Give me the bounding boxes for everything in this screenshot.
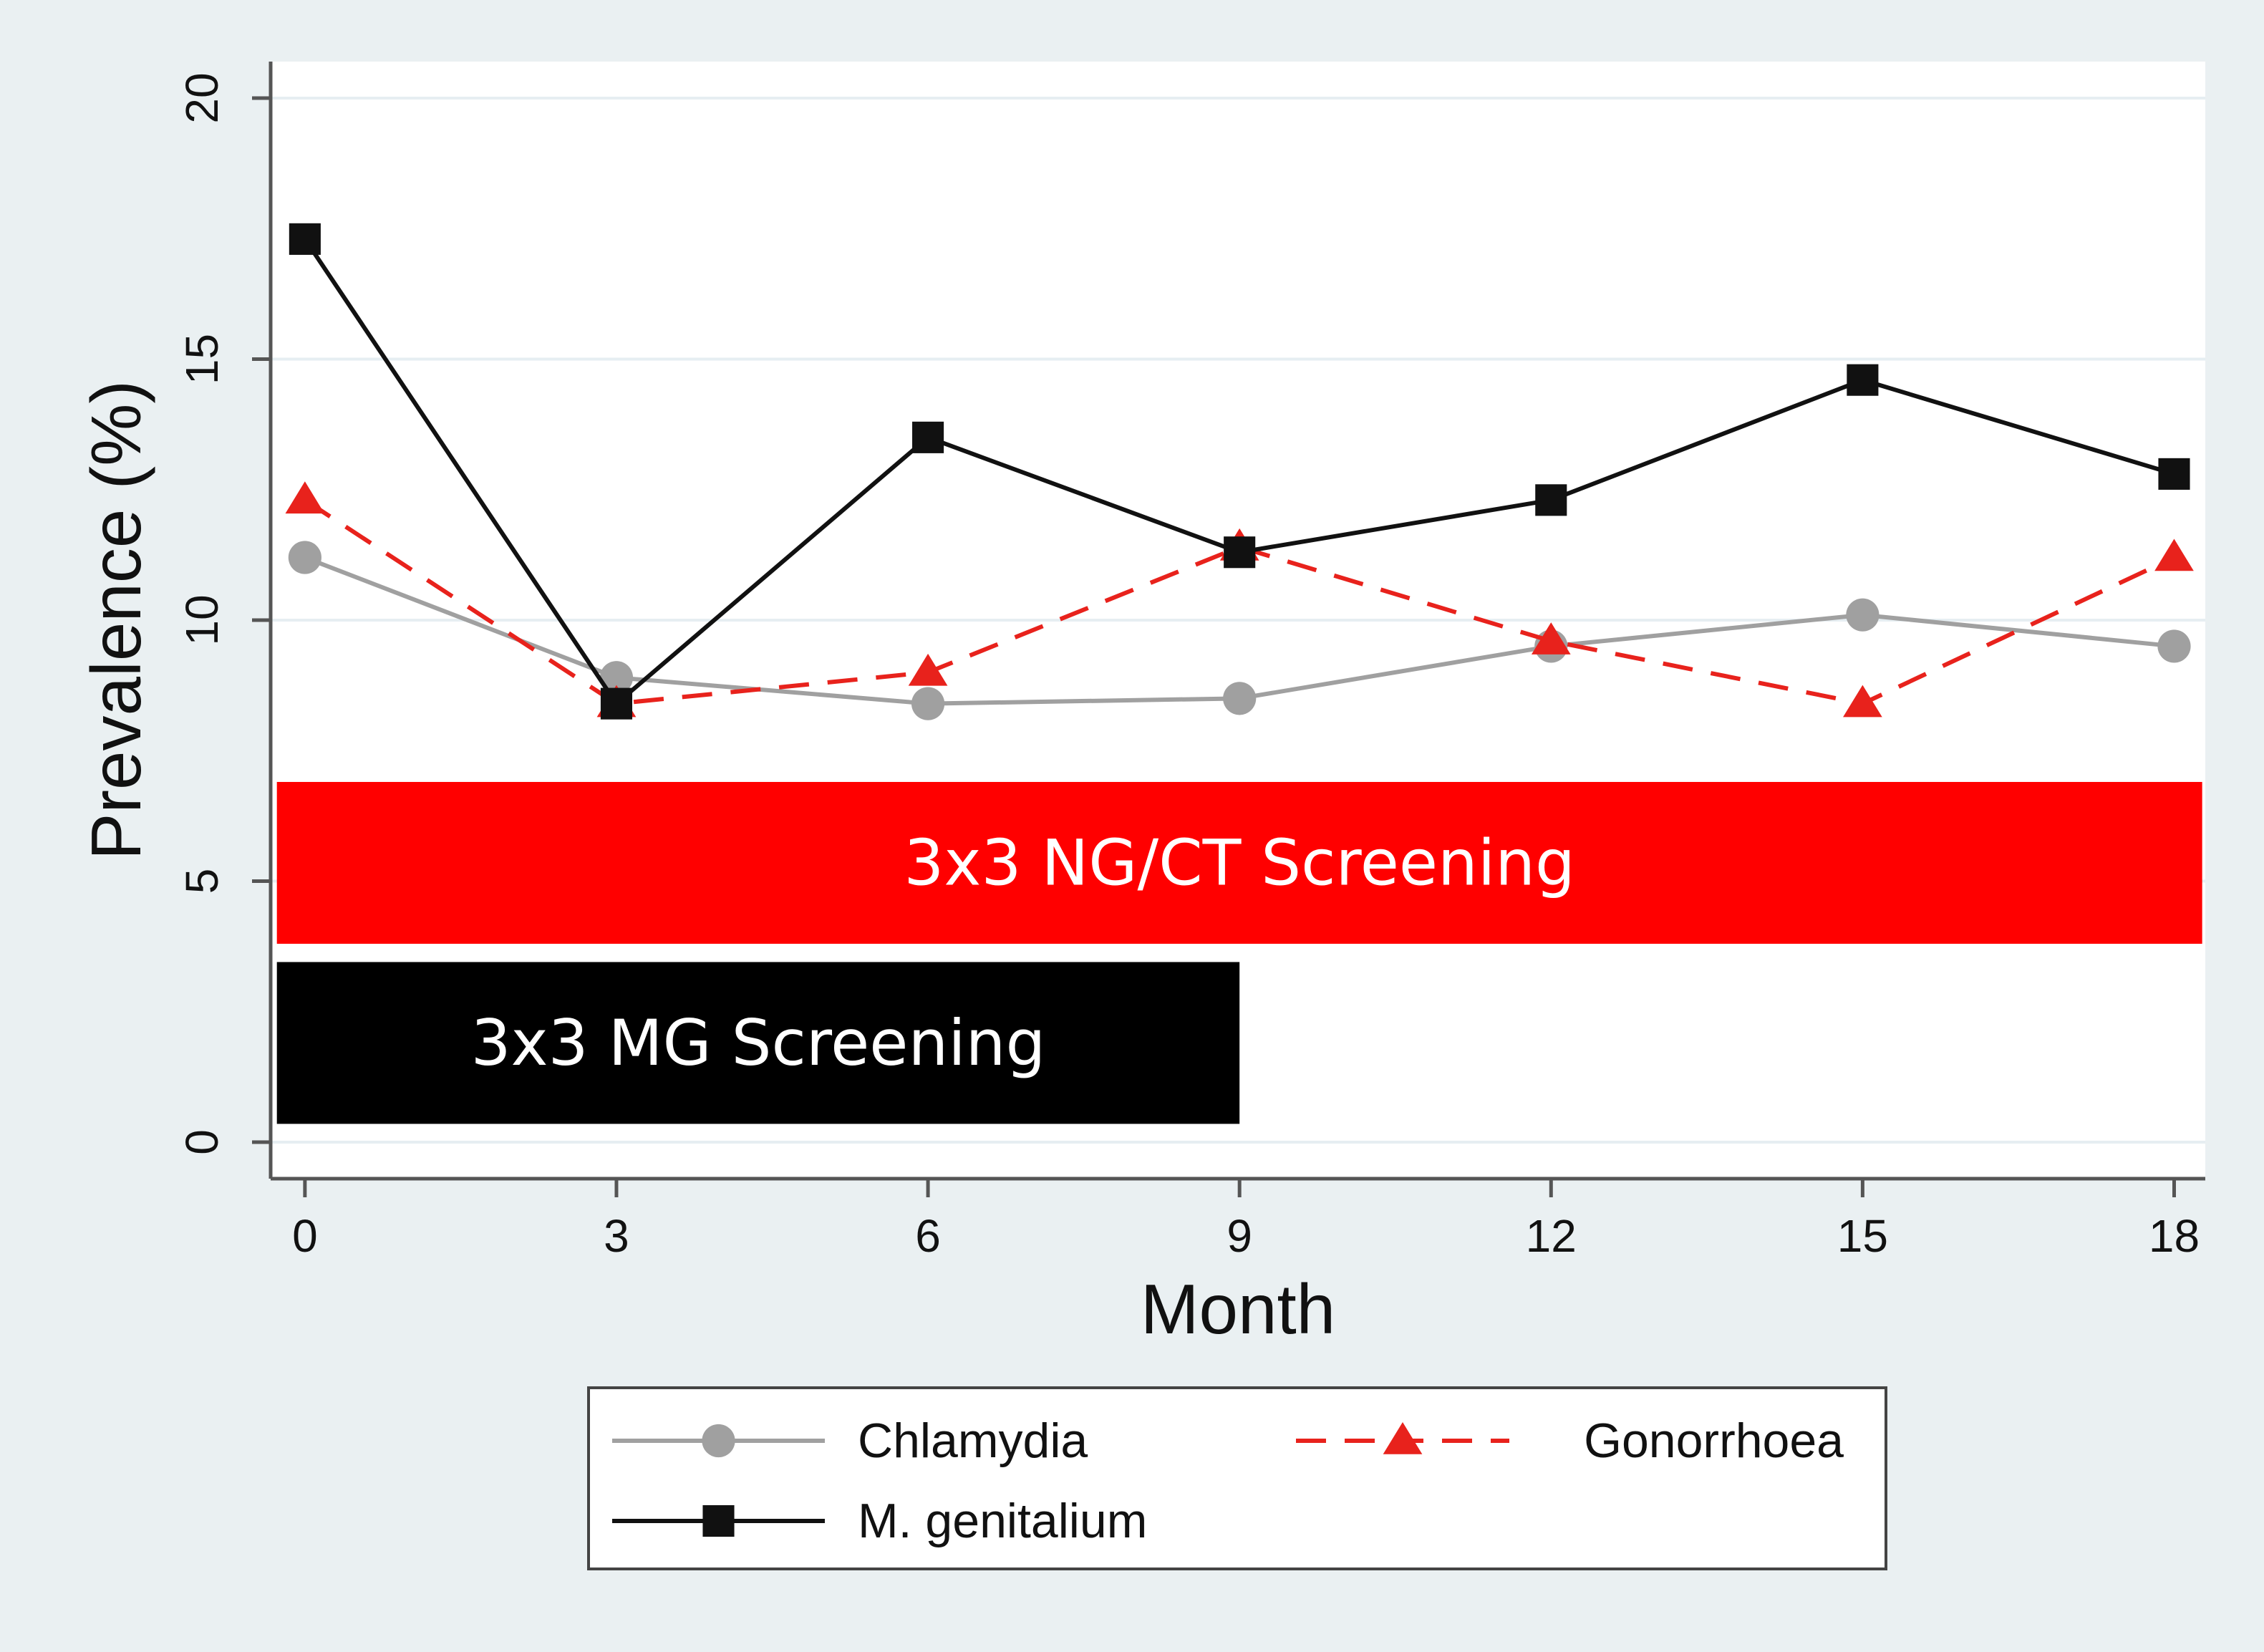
x-ticks: 0 3 6 9 12 15 18 (292, 1179, 2200, 1262)
screening-banners: 3x3 NG/CT Screening 3x3 MG Screening (276, 781, 2202, 1124)
m-genitalium-point-0 (289, 223, 321, 255)
y-tick-label-20: 20 (176, 72, 228, 123)
m-genitalium-point-18 (2158, 458, 2190, 490)
3x3-ng-ct-screening-bar (276, 781, 2202, 944)
chlamydia-point-9 (1223, 682, 1257, 715)
chlamydia-point-15 (1846, 598, 1880, 632)
y-axis-title: Prevalence (%) (77, 380, 155, 860)
legend: Chlamydia Gonorrhoea M. genitalium (587, 1386, 1887, 1570)
legend-label-chlamydia: Chlamydia (858, 1414, 1088, 1468)
x-tick-label-3: 3 (604, 1210, 629, 1262)
legend-item-gonorrhoea: Gonorrhoea (1296, 1414, 1844, 1468)
3x3-mg-screening-bar (276, 962, 1240, 1124)
gonorrhoea-point-6 (908, 653, 948, 686)
gonorrhoea-point-18 (2154, 538, 2194, 571)
legend-label-m-genitalium: M. genitalium (858, 1494, 1147, 1548)
x-tick-label-9: 9 (1227, 1210, 1252, 1262)
legend-label-gonorrhoea: Gonorrhoea (1584, 1414, 1844, 1468)
x-tick-label-18: 18 (2149, 1210, 2200, 1262)
y-ticks: 0 5 10 15 20 (176, 72, 271, 1155)
gonorrhoea-point-12 (1531, 622, 1571, 654)
x-axis-title: Month (1141, 1270, 1335, 1348)
gonorrhoea-point-15 (1843, 685, 1882, 718)
y-tick-label-15: 15 (176, 334, 228, 385)
x-tick-label-6: 6 (915, 1210, 941, 1262)
y-tick-label-10: 10 (176, 594, 228, 645)
series-chlamydia (288, 541, 2191, 720)
3x3-ng-ct-screening-label: 3x3 NG/CT Screening (904, 826, 1575, 899)
chlamydia-point-3 (599, 661, 634, 695)
m-genitalium-point-15 (1847, 364, 1879, 396)
x-tick-label-12: 12 (1526, 1210, 1577, 1262)
chlamydia-point-18 (2157, 629, 2191, 663)
legend-marker-m-genitalium (702, 1504, 735, 1537)
x-tick-label-0: 0 (292, 1210, 318, 1262)
y-tick-label-0: 0 (176, 1129, 228, 1155)
y-tick-label-5: 5 (176, 869, 228, 894)
legend-box (587, 1386, 1887, 1570)
series-m-genitalium (289, 223, 2190, 720)
gonorrhoea-point-0 (285, 481, 325, 514)
legend-marker-gonorrhoea (1383, 1421, 1423, 1454)
series (285, 223, 2194, 720)
m-genitalium-point-9 (1224, 536, 1256, 569)
chlamydia-point-6 (911, 687, 945, 720)
legend-item-chlamydia: Chlamydia (612, 1414, 1088, 1468)
m-genitalium-point-12 (1535, 484, 1567, 516)
m-genitalium-point-3 (600, 687, 633, 720)
3x3-mg-screening-label: 3x3 MG Screening (471, 1006, 1046, 1080)
legend-marker-chlamydia (702, 1424, 735, 1458)
legend-item-m-genitalium: M. genitalium (612, 1494, 1147, 1548)
x-tick-label-15: 15 (1837, 1210, 1888, 1262)
chlamydia-point-0 (288, 541, 321, 574)
m-genitalium-point-6 (912, 421, 944, 453)
